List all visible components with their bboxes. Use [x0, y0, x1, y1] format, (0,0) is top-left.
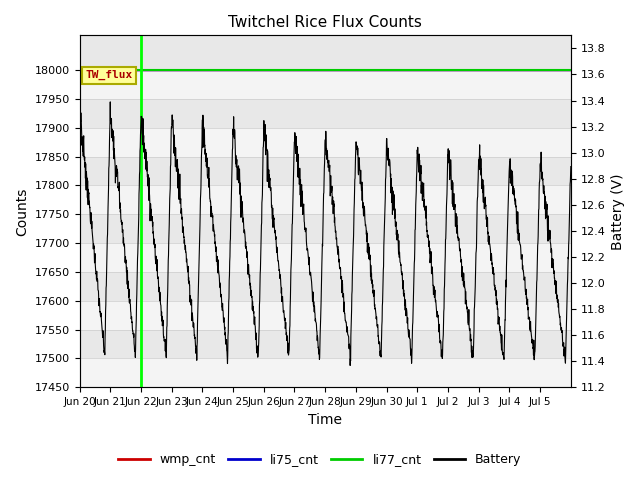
Text: TW_flux: TW_flux — [85, 70, 132, 80]
Bar — [79, 70, 571, 99]
Y-axis label: Counts: Counts — [15, 187, 29, 236]
Title: Twitchel Rice Flux Counts: Twitchel Rice Flux Counts — [228, 15, 422, 30]
Bar — [79, 301, 571, 330]
Y-axis label: Battery (V): Battery (V) — [611, 173, 625, 250]
Bar — [79, 243, 571, 272]
Bar — [79, 185, 571, 214]
X-axis label: Time: Time — [308, 413, 342, 427]
Bar — [79, 359, 571, 387]
Legend: wmp_cnt, li75_cnt, li77_cnt, Battery: wmp_cnt, li75_cnt, li77_cnt, Battery — [113, 448, 527, 471]
Bar — [79, 128, 571, 156]
